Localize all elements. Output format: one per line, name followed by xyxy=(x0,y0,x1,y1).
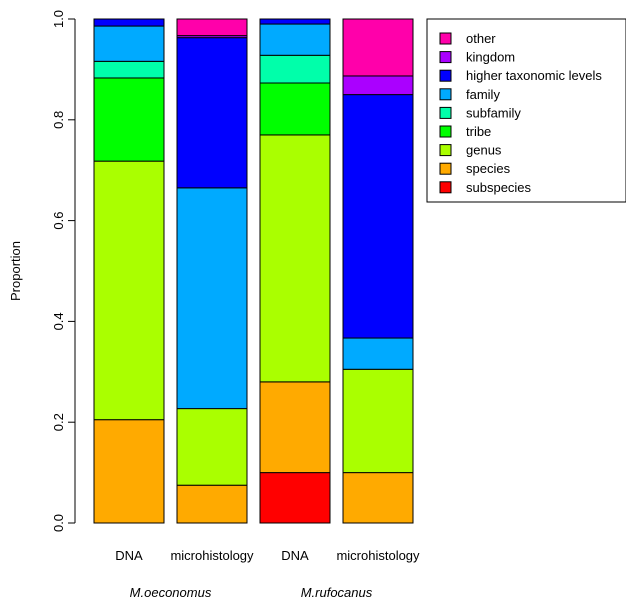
bar-segment-tribe xyxy=(259,82,331,136)
bar-segment-higher-taxonomic-levels xyxy=(176,37,248,189)
bar-segment-subspecies xyxy=(259,472,331,524)
legend-swatch xyxy=(439,32,452,45)
bar-segment-genus xyxy=(342,368,414,474)
legend-item: tribe xyxy=(439,124,491,139)
bar-stack xyxy=(259,18,331,524)
bar-segment-genus xyxy=(93,160,165,421)
legend-item: kingdom xyxy=(439,50,515,65)
legend-label: species xyxy=(466,161,511,176)
bar-segment-species xyxy=(176,484,248,524)
legend-box xyxy=(426,18,626,203)
legend-label: family xyxy=(466,87,500,102)
bar-segment-family xyxy=(259,23,331,56)
bar-segment-genus xyxy=(176,408,248,486)
legend-swatch xyxy=(439,106,452,119)
bar-segment-family xyxy=(176,187,248,410)
group-label: M.oeconomus xyxy=(130,585,212,600)
legend-label: subspecies xyxy=(466,180,532,195)
bar-segment-other xyxy=(342,18,414,77)
bar-stack xyxy=(342,18,414,524)
bar-segment-species xyxy=(93,419,165,524)
legend: other kingdom higher taxonomic levels famil… xyxy=(426,18,626,203)
legend-swatch xyxy=(439,144,452,157)
bar-segment-subfamily xyxy=(259,54,331,84)
y-tick-label: 0.0 xyxy=(51,514,66,532)
legend-swatch xyxy=(439,88,452,101)
legend-label: subfamily xyxy=(466,105,521,120)
x-tick-label: DNA xyxy=(281,548,309,563)
legend-label: genus xyxy=(466,143,502,158)
legend-item: subspecies xyxy=(439,180,532,195)
legend-item: genus xyxy=(439,143,502,158)
y-tick-label: 1.0 xyxy=(51,10,66,28)
legend-item: subfamily xyxy=(439,105,521,120)
bars xyxy=(93,18,414,524)
bar-segment-genus xyxy=(259,134,331,383)
bar-segment-subfamily xyxy=(93,60,165,79)
legend-item: other xyxy=(439,31,496,46)
bar-stack xyxy=(176,18,248,524)
bar-stack xyxy=(93,18,165,524)
bar-segment-species xyxy=(259,381,331,474)
y-tick-label: 0.4 xyxy=(51,312,66,330)
bar-segment-other xyxy=(176,18,248,37)
legend-swatch xyxy=(439,51,452,64)
legend-swatch xyxy=(439,125,452,138)
y-axis-label: Proportion xyxy=(8,241,23,301)
legend-swatch xyxy=(439,69,452,82)
x-axis-labels: DNA microhistology DNA microhistology xyxy=(115,548,420,563)
y-tick-label: 0.6 xyxy=(51,212,66,230)
group-labels: M.oeconomus M.rufocanus xyxy=(130,585,373,600)
group-label: M.rufocanus xyxy=(301,585,373,600)
bar-segment-species xyxy=(342,472,414,524)
legend-label: tribe xyxy=(466,124,491,139)
bar-segment-higher-taxonomic-levels xyxy=(93,18,165,27)
x-tick-label: microhistology xyxy=(336,548,420,563)
legend-item: species xyxy=(439,161,511,176)
legend-label: kingdom xyxy=(466,50,515,65)
legend-swatch xyxy=(439,162,452,175)
bar-segment-kingdom xyxy=(342,75,414,96)
x-tick-label: DNA xyxy=(115,548,143,563)
legend-item: higher taxonomic levels xyxy=(439,68,602,83)
legend-item: family xyxy=(439,87,500,102)
bar-segment-family xyxy=(93,25,165,62)
y-axis: 0.0 0.2 0.4 0.6 0.8 1.0 xyxy=(51,10,76,532)
y-tick-label: 0.8 xyxy=(51,111,66,129)
legend-swatch xyxy=(439,181,452,194)
y-tick-label: 0.2 xyxy=(51,413,66,431)
bar-segment-higher-taxonomic-levels xyxy=(259,18,331,25)
x-tick-label: microhistology xyxy=(170,548,254,563)
legend-label: higher taxonomic levels xyxy=(466,68,602,83)
bar-segment-family xyxy=(342,337,414,370)
bar-segment-higher-taxonomic-levels xyxy=(342,94,414,339)
legend-label: other xyxy=(466,31,496,46)
bar-segment-tribe xyxy=(93,77,165,162)
